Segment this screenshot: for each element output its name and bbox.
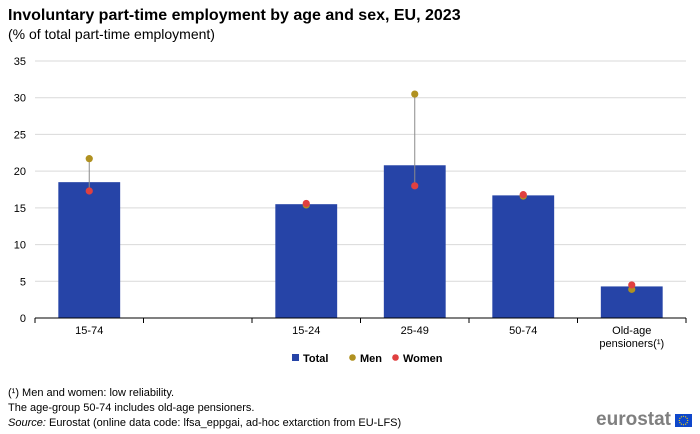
footnote-age-group: The age-group 50-74 includes old-age pen…: [8, 402, 255, 414]
x-tick-label: pensioners(¹): [599, 338, 664, 350]
x-tick-label: 25-49: [401, 325, 429, 337]
x-tick-label: 15-24: [292, 325, 320, 337]
y-tick-label: 20: [14, 166, 26, 178]
bar-total: [275, 204, 338, 318]
y-tick-label: 35: [14, 56, 26, 68]
x-tick-label: Old-age: [612, 325, 651, 337]
bar-total: [492, 195, 555, 318]
eurostat-logo: eurostat: [596, 409, 692, 431]
point-women: [628, 281, 636, 289]
y-tick-label: 5: [20, 276, 26, 288]
y-tick-label: 15: [14, 203, 26, 215]
point-women: [519, 191, 527, 199]
legend-label: Men: [360, 353, 382, 365]
x-tick-label: 50-74: [509, 325, 537, 337]
legend-swatch-men: [349, 354, 356, 361]
y-tick-label: 25: [14, 129, 26, 141]
y-tick-label: 30: [14, 93, 26, 105]
point-women: [411, 182, 419, 190]
chart-subtitle: (% of total part-time employment): [8, 26, 215, 42]
source-line: Source: Eurostat (online data code: lfsa…: [8, 416, 401, 431]
eu-flag-icon: [675, 413, 692, 427]
legend-swatch-total: [292, 354, 299, 361]
bar-total: [58, 182, 121, 318]
eurostat-logo-text: eurostat: [596, 409, 671, 430]
y-tick-label: 10: [14, 240, 26, 252]
point-men: [411, 90, 419, 98]
legend-label: Women: [403, 353, 443, 365]
y-tick-label: 0: [20, 313, 26, 325]
chart-title: Involuntary part-time employment by age …: [8, 7, 461, 24]
source-text: Eurostat (online data code: lfsa_eppgai,…: [45, 417, 402, 429]
legend-label: Total: [303, 353, 328, 365]
chart: 0 5 10 15 20 25 30 35 15-74 15-24 25-49 50-74 Old-ag…: [14, 56, 687, 365]
x-tick-label: 15-74: [75, 325, 103, 337]
point-women: [302, 199, 310, 208]
point-men: [85, 155, 93, 163]
bar-total: [383, 165, 446, 318]
footnotes: (¹) Men and women: low reliability. The …: [8, 386, 401, 431]
source-label: Source:: [8, 417, 46, 429]
point-women: [85, 187, 93, 195]
legend-swatch-women: [392, 354, 399, 361]
footnote-reliability: (¹) Men and women: low reliability.: [8, 387, 175, 399]
